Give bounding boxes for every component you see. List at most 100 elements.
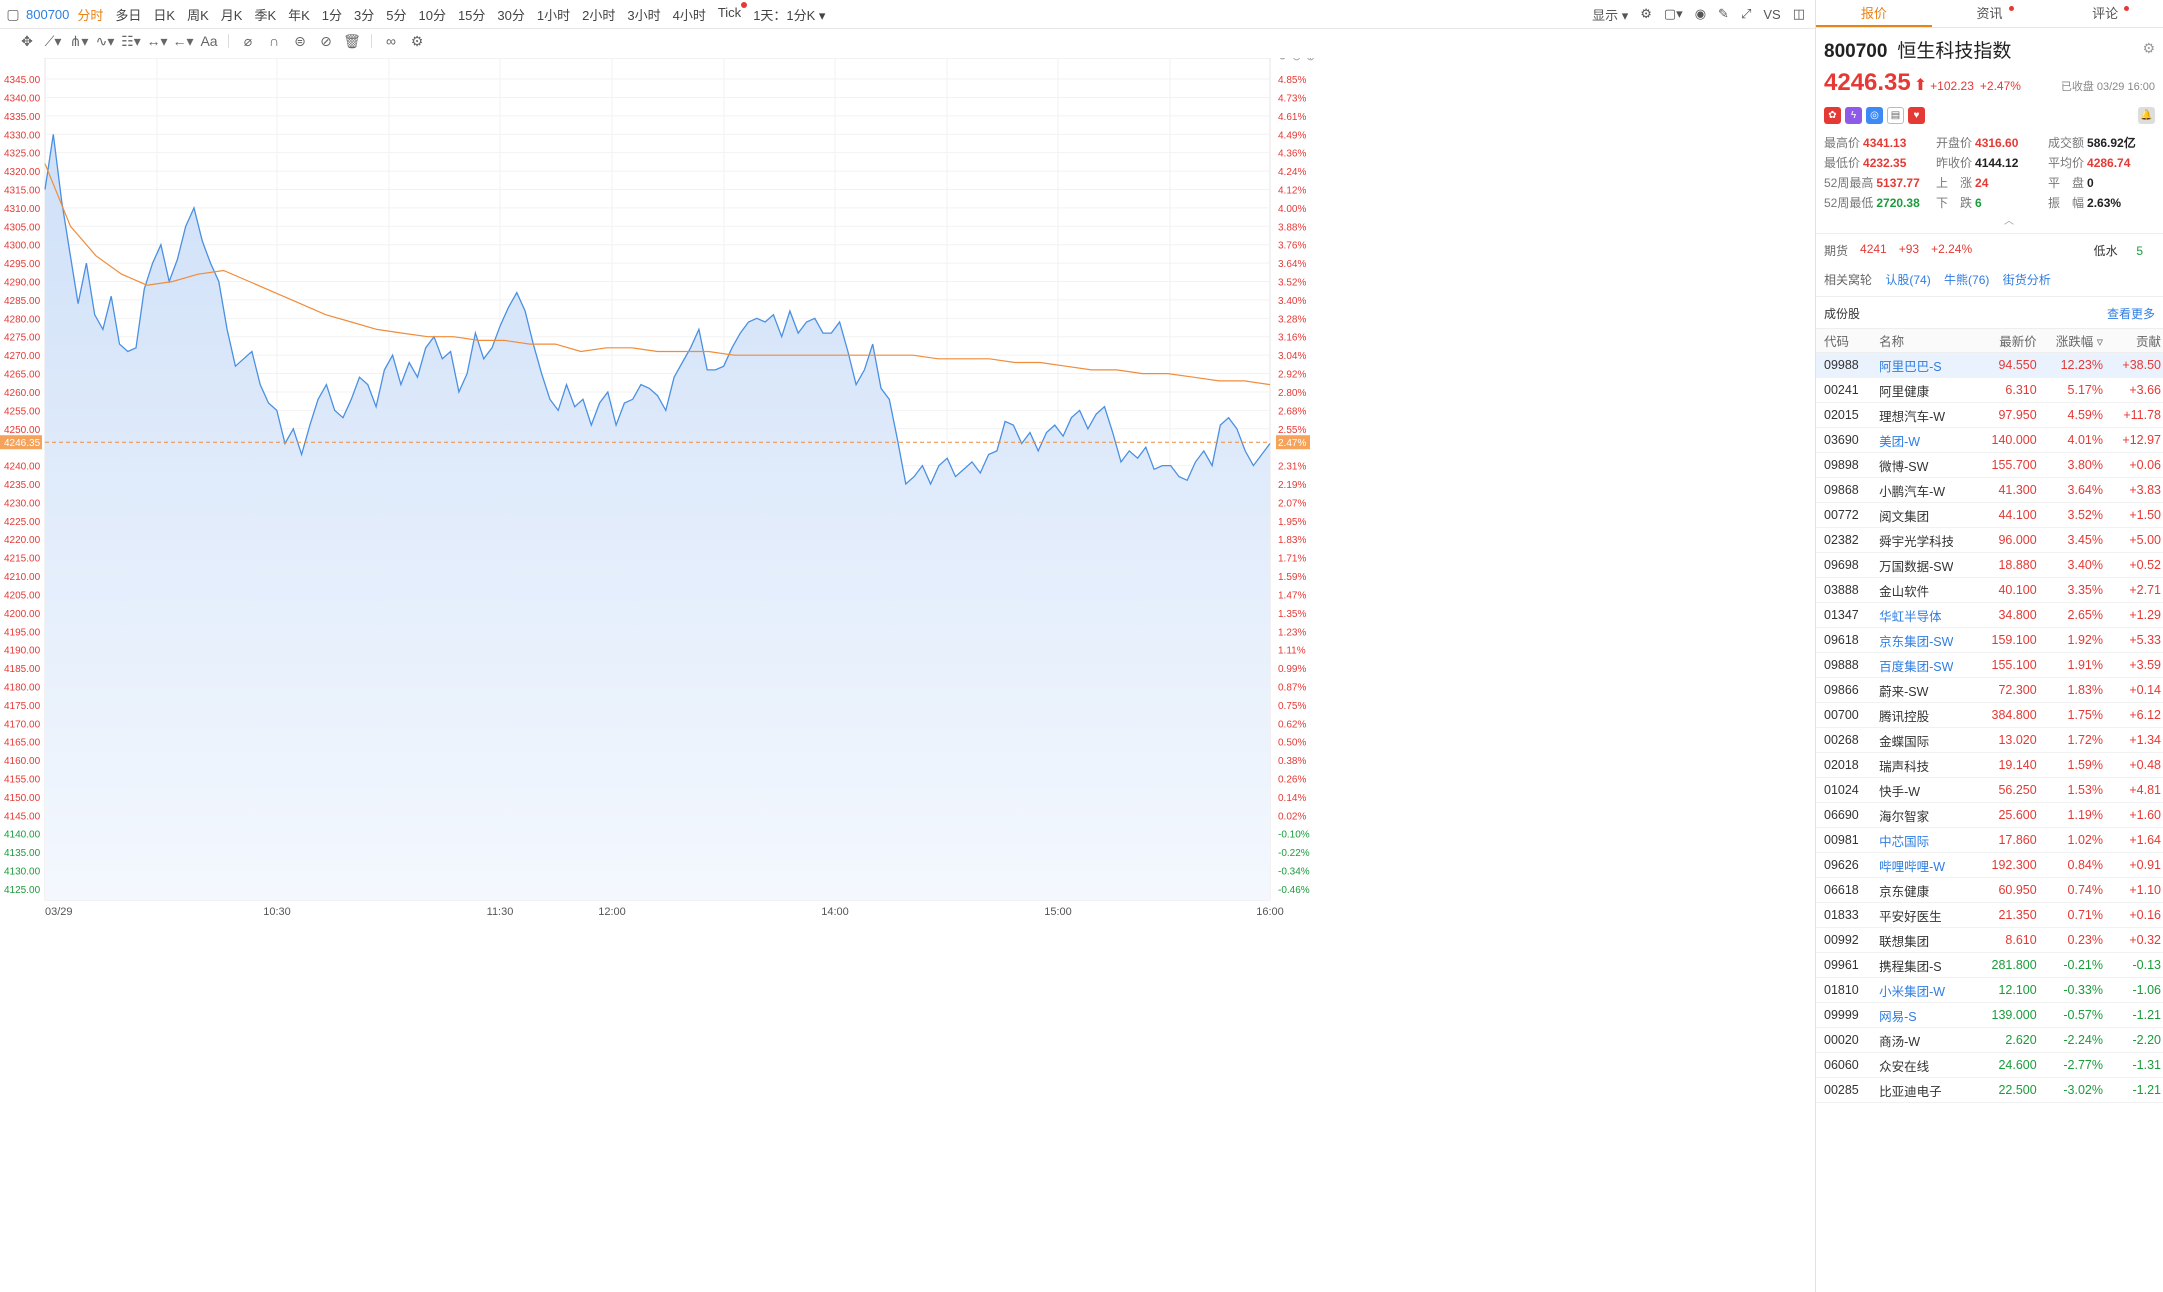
interval-4[interactable]: 月K	[220, 7, 243, 23]
table-row[interactable]: 09961 携程集团-S 281.800 -0.21% -0.13	[1816, 952, 2163, 978]
interval-1[interactable]: 多日	[115, 7, 142, 23]
flash-icon[interactable]: ϟ	[1845, 107, 1862, 124]
interval-6[interactable]: 年K	[288, 7, 310, 23]
measure-icon[interactable]: ↔▾	[146, 32, 168, 49]
table-row[interactable]: 09626 哔哩哔哩-W 192.300 0.84% +0.91	[1816, 852, 2163, 878]
table-row[interactable]: 00241 阿里健康 6.310 5.17% +3.66	[1816, 377, 2163, 403]
interval-10[interactable]: 10分	[418, 7, 446, 23]
y-tick-left: 4265.00	[4, 370, 41, 381]
interval-11[interactable]: 15分	[457, 7, 486, 23]
table-row[interactable]: 02018 瑞声科技 19.140 1.59% +0.48	[1816, 752, 2163, 778]
draw-icon[interactable]: ✎	[1718, 6, 1729, 21]
table-row[interactable]: 06618 京东健康 60.950 0.74% +1.10	[1816, 877, 2163, 903]
table-row[interactable]: 00700 腾讯控股 384.800 1.75% +6.12	[1816, 702, 2163, 728]
table-row[interactable]: 02015 理想汽车-W 97.950 4.59% +11.78	[1816, 402, 2163, 428]
col-code[interactable]: 代码	[1816, 328, 1877, 353]
gear-icon[interactable]: ⚙	[2142, 40, 2155, 56]
table-row[interactable]: 09866 蔚来-SW 72.300 1.83% +0.14	[1816, 677, 2163, 703]
cbbc-link[interactable]: 牛熊(76)	[1944, 273, 1990, 287]
table-row[interactable]: 00020 商汤-W 2.620 -2.24% -2.20	[1816, 1027, 2163, 1053]
bell-icon[interactable]: 🔔	[2138, 107, 2155, 124]
table-row[interactable]: 09698 万国数据-SW 18.880 3.40% +0.52	[1816, 552, 2163, 578]
text-icon[interactable]: Aa	[200, 33, 218, 49]
magnet-icon[interactable]: ∩	[268, 33, 280, 49]
table-row[interactable]: 00981 中芯国际 17.860 1.02% +1.64	[1816, 827, 2163, 853]
chat-icon[interactable]: ◎	[1866, 107, 1883, 124]
interval-12[interactable]: 30分	[497, 7, 525, 23]
street-analysis-link[interactable]: 街货分析	[2002, 273, 2051, 287]
table-row[interactable]: 01810 小米集团-W 12.100 -0.33% -1.06	[1816, 977, 2163, 1003]
layout-icon[interactable]: ▢▾	[1663, 6, 1683, 21]
interval-3[interactable]: 周K	[187, 7, 209, 23]
interval-9[interactable]: 5分	[386, 7, 407, 23]
settings-icon[interactable]: ⚙	[1640, 6, 1652, 21]
note-icon[interactable]: ▤	[1887, 107, 1904, 124]
interval-14[interactable]: 2小时	[582, 7, 616, 23]
camera-icon[interactable]: ◉	[1694, 6, 1707, 21]
interval-8[interactable]: 3分	[354, 7, 375, 23]
display-menu[interactable]: 显示 ▾	[1592, 7, 1629, 23]
trash-icon[interactable]: 🗑	[343, 32, 361, 49]
zoom-out-icon[interactable]: ⊖	[1292, 58, 1301, 63]
col-contrib[interactable]: 贡献	[2105, 328, 2163, 353]
view-more-link[interactable]: 查看更多	[2106, 307, 2155, 321]
heart-icon[interactable]: ♥	[1908, 107, 1925, 124]
table-row[interactable]: 01833 平安好医生 21.350 0.71% +0.16	[1816, 902, 2163, 928]
sidebar-toggle-icon[interactable]: ◫	[1792, 6, 1805, 21]
drawing-settings-icon[interactable]: ⚙	[410, 32, 424, 49]
call-warrants-link[interactable]: 认股(74)	[1885, 273, 1931, 287]
table-row[interactable]: 09868 小鹏汽车-W 41.300 3.64% +3.83	[1816, 477, 2163, 503]
table-row[interactable]: 01347 华虹半导体 34.800 2.65% +1.29	[1816, 602, 2163, 628]
arrow-icon[interactable]: ←▾	[172, 32, 194, 49]
link-icon[interactable]: ∞	[386, 33, 396, 49]
table-row[interactable]: 03690 美团-W 140.000 4.01% +12.97	[1816, 427, 2163, 453]
tab-comments[interactable]: 评论	[2047, 0, 2163, 27]
hide-icon[interactable]: ⊘	[320, 32, 332, 49]
interval-17[interactable]: Tick	[718, 1, 748, 24]
tab-quote[interactable]: 报价	[1816, 0, 1932, 27]
table-row[interactable]: 06060 众安在线 24.600 -2.77% -1.31	[1816, 1052, 2163, 1078]
interval-7[interactable]: 1分	[321, 7, 343, 23]
table-row[interactable]: 09898 微博-SW 155.700 3.80% +0.06	[1816, 452, 2163, 478]
col-price[interactable]: 最新价	[1952, 328, 2040, 353]
table-row[interactable]: 09888 百度集团-SW 155.100 1.91% +3.59	[1816, 652, 2163, 678]
table-row[interactable]: 02382 舜宇光学科技 96.000 3.45% +5.00	[1816, 527, 2163, 553]
intraday-chart[interactable]: ↺ ⊖ ⊕ 4345.00 4.85% 4340.00 4.73% 4335.00 4.61% 4…	[0, 58, 1815, 1290]
tab-news[interactable]: 资讯	[1932, 0, 2048, 27]
interval-0[interactable]: 分时	[77, 7, 104, 23]
table-row[interactable]: 09618 京东集团-SW 159.100 1.92% +5.33	[1816, 627, 2163, 653]
interval-13[interactable]: 1小时	[536, 7, 571, 23]
wave-icon[interactable]: ∿▾	[95, 32, 115, 49]
interval-2[interactable]: 日K	[153, 7, 176, 23]
fib-icon[interactable]: ☷▾	[121, 32, 141, 49]
interval-16[interactable]: 4小时	[672, 7, 706, 23]
pitchfork-icon[interactable]: ⋔▾	[69, 32, 89, 49]
panel-toggle-icon[interactable]: ▢	[6, 5, 20, 22]
symbol-label[interactable]: 800700	[26, 6, 70, 22]
collapse-caret-icon[interactable]: ︿	[2004, 216, 2014, 227]
interval-18[interactable]: 1天：1分K ▾	[753, 7, 826, 23]
crosshair-icon[interactable]: ✥	[21, 32, 33, 49]
table-row[interactable]: 09988 阿里巴巴-S 94.550 12.23% +38.50	[1816, 352, 2163, 378]
lock-icon[interactable]: ⊜	[294, 32, 306, 49]
table-row[interactable]: 00285 比亚迪电子 22.500 -3.02% -1.21	[1816, 1077, 2163, 1103]
trend-line-icon[interactable]: ⟋▾	[44, 32, 62, 49]
table-row[interactable]: 00992 联想集团 8.610 0.23% +0.32	[1816, 927, 2163, 953]
interval-15[interactable]: 3小时	[627, 7, 661, 23]
stock-pct: 0.23%	[2039, 927, 2106, 953]
zoom-in-icon[interactable]: ⊕	[1306, 58, 1315, 63]
col-pct[interactable]: 涨跌幅 ▿	[2039, 328, 2106, 353]
col-name[interactable]: 名称	[1876, 328, 1953, 353]
eraser-icon[interactable]: ⌀	[243, 32, 253, 49]
table-row[interactable]: 09999 网易-S 139.000 -0.57% -1.21	[1816, 1002, 2163, 1028]
table-row[interactable]: 01024 快手-W 56.250 1.53% +4.81	[1816, 777, 2163, 803]
compare-icon[interactable]: VS	[1763, 6, 1781, 22]
table-row[interactable]: 00772 阅文集团 44.100 3.52% +1.50	[1816, 502, 2163, 528]
table-row[interactable]: 06690 海尔智家 25.600 1.19% +1.60	[1816, 802, 2163, 828]
reset-icon[interactable]: ↺	[1278, 58, 1287, 63]
table-row[interactable]: 03888 金山软件 40.100 3.35% +2.71	[1816, 577, 2163, 603]
table-row[interactable]: 00268 金蝶国际 13.020 1.72% +1.34	[1816, 727, 2163, 753]
stock-contrib: +2.71	[2105, 577, 2163, 603]
fullscreen-icon[interactable]: ⤢	[1740, 6, 1752, 21]
interval-5[interactable]: 季K	[254, 7, 277, 23]
